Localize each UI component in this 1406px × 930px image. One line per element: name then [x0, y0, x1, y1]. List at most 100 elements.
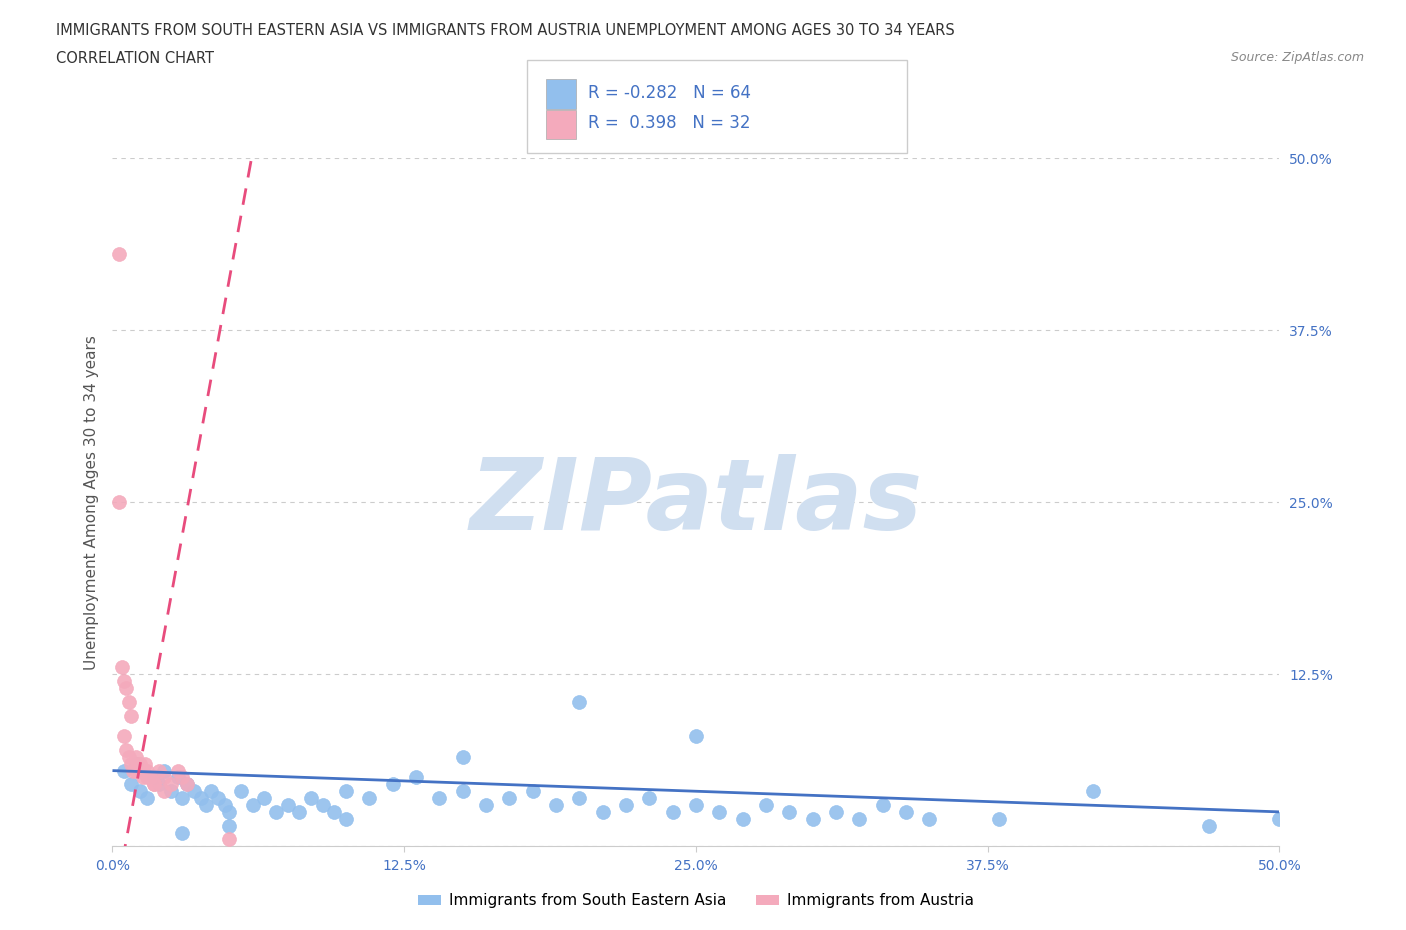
Point [335, 811, 357, 826]
Point [136, 764, 159, 778]
Point [253, 790, 276, 805]
Point [522, 784, 544, 799]
Point [311, 798, 333, 813]
Point [112, 729, 135, 744]
Point [136, 770, 159, 785]
Point [129, 784, 152, 799]
Point [108, 495, 131, 510]
Point [709, 804, 731, 819]
Point [207, 790, 229, 805]
Point [139, 770, 162, 785]
Point [638, 790, 661, 805]
Point [148, 764, 170, 778]
Point [288, 804, 311, 819]
Point [172, 825, 194, 840]
Text: Source: ZipAtlas.com: Source: ZipAtlas.com [1230, 51, 1364, 64]
Point [568, 790, 591, 805]
Point [194, 798, 217, 813]
Point [115, 742, 138, 757]
Legend: Immigrants from South Eastern Asia, Immigrants from Austria: Immigrants from South Eastern Asia, Immi… [412, 887, 980, 914]
Point [120, 708, 142, 723]
Point [475, 798, 498, 813]
Text: IMMIGRANTS FROM SOUTH EASTERN ASIA VS IMMIGRANTS FROM AUSTRIA UNEMPLOYMENT AMONG: IMMIGRANTS FROM SOUTH EASTERN ASIA VS IM… [56, 23, 955, 38]
Point [568, 695, 591, 710]
Point [112, 764, 135, 778]
Point [134, 756, 156, 771]
Text: CORRELATION CHART: CORRELATION CHART [56, 51, 214, 66]
Point [153, 764, 176, 778]
Point [242, 798, 264, 813]
Point [229, 784, 252, 799]
Point [143, 777, 166, 791]
Point [118, 695, 141, 710]
Point [427, 790, 450, 805]
Point [115, 681, 138, 696]
Point [614, 798, 637, 813]
Point [894, 804, 917, 819]
Point [143, 777, 166, 791]
Point [801, 811, 824, 826]
Point [731, 811, 754, 826]
Point [120, 756, 142, 771]
Point [176, 777, 198, 791]
Point [1198, 818, 1220, 833]
Point [120, 777, 142, 791]
Point [111, 660, 134, 675]
Point [129, 764, 152, 778]
Text: ZIPatlas: ZIPatlas [470, 454, 922, 551]
Point [153, 770, 176, 785]
Point [405, 770, 427, 785]
Point [118, 750, 141, 764]
Point [129, 756, 152, 771]
Point [335, 784, 357, 799]
Point [160, 777, 183, 791]
Point [848, 811, 870, 826]
Y-axis label: Unemployment Among Ages 30 to 34 years: Unemployment Among Ages 30 to 34 years [83, 335, 98, 670]
Point [218, 832, 240, 847]
Point [872, 798, 894, 813]
Point [592, 804, 614, 819]
Point [143, 770, 166, 785]
Point [299, 790, 322, 805]
Point [183, 784, 205, 799]
Point [918, 811, 941, 826]
Point [323, 804, 346, 819]
Point [127, 756, 149, 771]
Point [276, 798, 298, 813]
Point [132, 770, 155, 785]
Point [685, 729, 707, 744]
Point [381, 777, 404, 791]
Point [125, 764, 148, 778]
Point [166, 770, 188, 785]
Point [359, 790, 381, 805]
Point [160, 784, 183, 799]
Point [172, 770, 194, 785]
Point [218, 818, 240, 833]
Point [200, 784, 222, 799]
Point [218, 804, 240, 819]
Point [153, 784, 176, 799]
Point [172, 790, 194, 805]
Point [1081, 784, 1104, 799]
Point [1268, 811, 1291, 826]
Point [148, 777, 170, 791]
Text: R = -0.282   N = 64: R = -0.282 N = 64 [588, 84, 751, 101]
Point [214, 798, 236, 813]
Point [176, 777, 198, 791]
Point [778, 804, 800, 819]
Point [264, 804, 287, 819]
Point [190, 790, 212, 805]
Text: R =  0.398   N = 32: R = 0.398 N = 32 [588, 114, 751, 132]
Point [122, 764, 145, 778]
Point [125, 750, 148, 764]
Point [544, 798, 567, 813]
Point [661, 804, 683, 819]
Point [136, 790, 159, 805]
Point [112, 673, 135, 688]
Point [451, 784, 474, 799]
Point [498, 790, 520, 805]
Point [755, 798, 778, 813]
Point [166, 764, 188, 778]
Point [451, 750, 474, 764]
Point [988, 811, 1011, 826]
